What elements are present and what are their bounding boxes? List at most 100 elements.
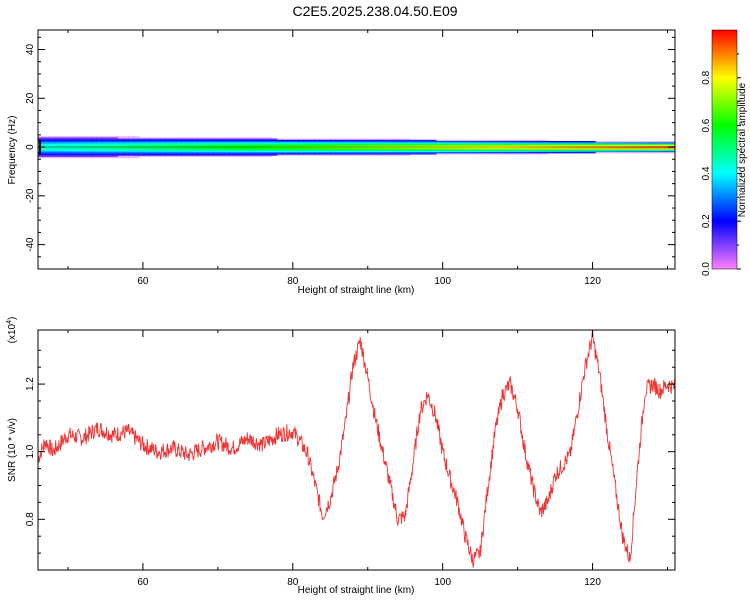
heatmap-cell [128,147,135,149]
heatmap-cell [165,153,172,155]
heatmap-cell [648,149,655,151]
heatmap-cell [409,140,416,143]
heatmap-cell [457,143,464,145]
heatmap-cell [494,140,501,143]
heatmap-cell [213,153,220,155]
heatmap-cell [191,153,198,155]
heatmap-cell [91,149,97,151]
heatmap-cell [255,138,262,140]
heatmap-cell [234,144,241,147]
heatmap-cell [388,154,395,156]
heatmap-cell [361,153,368,155]
heatmap-cell [197,148,204,150]
heatmap-cell [176,139,182,142]
heatmap-cell [489,145,496,148]
heatmap-cell [75,140,82,143]
heatmap-cell [250,151,257,154]
heatmap-cell [122,147,129,149]
heatmap-cell [345,144,352,147]
heatmap-cell [197,138,204,140]
heatmap-cell [91,155,97,158]
heatmap-cell [229,147,236,149]
heatmap-cell [53,138,60,140]
heatmap-cell [239,151,246,154]
heatmap-cell [643,150,650,153]
heatmap-cell [308,145,315,148]
heatmap-cell [425,149,432,151]
heatmap-cell [234,138,241,140]
heatmap-cell [287,145,294,148]
heatmap-cell [53,149,60,151]
heatmap-cell [191,149,198,151]
heatmap-cell [38,136,44,138]
heatmap-cell [64,145,71,148]
heatmap-cell [436,142,443,144]
heatmap-cell [420,144,427,147]
heatmap-cell [616,148,623,150]
heatmap-cell [85,149,92,151]
heatmap-cell [112,154,119,156]
heatmap-cell [409,147,416,149]
heatmap-cell [202,148,209,150]
heatmap-cell [531,144,538,147]
heatmap-cell [669,143,675,145]
heatmap-cell [430,147,437,149]
heatmap-cell [250,143,257,145]
heatmap-cell [563,140,570,143]
heatmap-cell [515,144,522,147]
heatmap-cell [388,138,395,140]
heatmap-cell [234,149,241,151]
heatmap-cell [457,144,464,147]
heatmap-cell [229,145,236,148]
heatmap-cell [319,142,326,144]
heatmap-cell [574,143,581,145]
heatmap-cell [43,155,50,158]
heatmap-cell [223,148,230,150]
heatmap-cell [558,145,565,148]
heatmap-cell [457,145,464,148]
heatmap-cell [627,143,634,145]
heatmap-cell [43,138,50,140]
heatmap-cell [430,143,437,145]
heatmap-cell [494,148,501,150]
heatmap-cell [515,142,522,144]
heatmap-cell [107,154,113,156]
heatmap-cell [510,140,517,143]
heatmap-cell [80,140,87,143]
heatmap-cell [75,151,82,154]
heatmap-cell [213,148,220,150]
heatmap-cell [245,144,251,147]
heatmap-cell [48,150,55,153]
heatmap-cell [314,151,320,154]
heatmap-cell [107,149,113,151]
heatmap-cell [133,147,140,149]
heatmap-cell [229,138,236,140]
heatmap-cell [43,142,50,144]
heatmap-cell [478,145,485,148]
heatmap-cell [356,149,363,151]
heatmap-cell [75,143,82,145]
heatmap-cell [43,156,50,159]
heatmap-cell [266,140,273,143]
heatmap-cell [388,140,395,143]
heatmap-cell [383,148,389,150]
heatmap-cell [420,147,427,149]
heatmap-cell [48,137,55,139]
heatmap-cell [457,147,464,149]
heatmap-cell [494,153,501,155]
heatmap-cell [207,151,214,154]
heatmap-cell [38,154,44,156]
heatmap-cell [351,138,358,140]
heatmap-cell [659,144,665,147]
heatmap-cell [282,139,289,142]
heatmap-cell [383,138,389,140]
heatmap-cell [191,144,198,147]
heatmap-cell [351,150,358,153]
heatmap-cell [404,138,411,140]
heatmap-cell [298,140,305,143]
heatmap-cell [91,136,97,138]
heatmap-cell [414,151,421,154]
heatmap-cell [398,154,405,156]
heatmap-cell [69,139,76,142]
heatmap-cell [404,150,411,153]
